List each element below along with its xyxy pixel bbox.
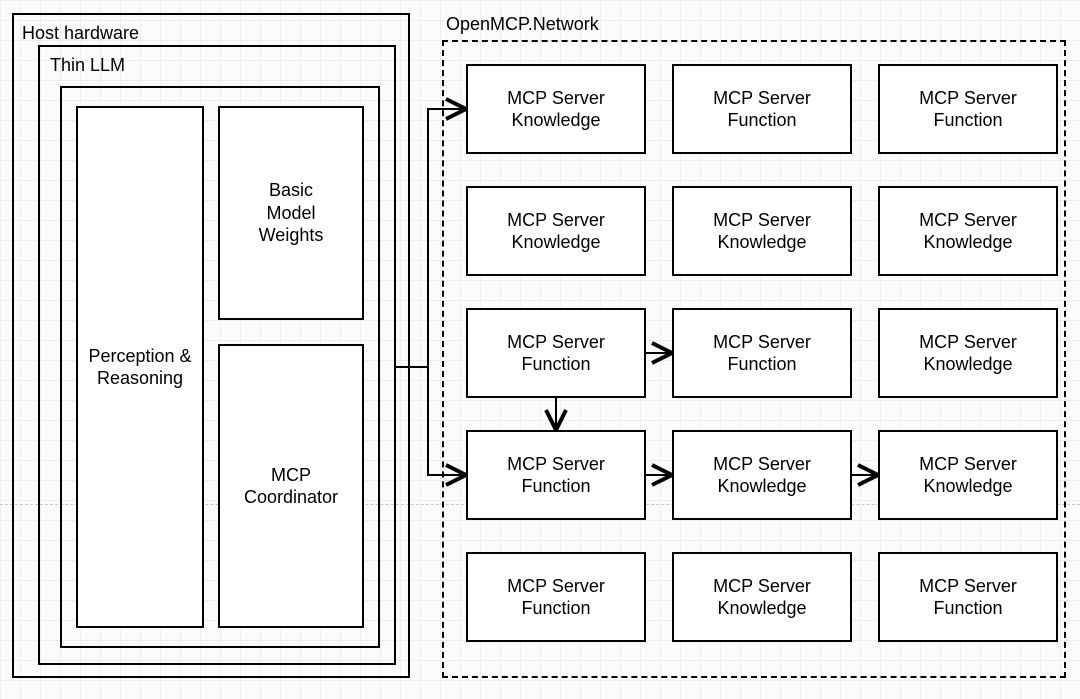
mcp-server-cell: MCP Server Function — [466, 308, 646, 398]
thin-llm-label: Thin LLM — [50, 55, 125, 77]
perception-reasoning-label: Perception & Reasoning — [78, 108, 202, 626]
mcp-server-cell: MCP Server Function — [672, 64, 852, 154]
mcp-server-cell-label: MCP Server Knowledge — [674, 554, 850, 640]
mcp-server-cell-label: MCP Server Function — [880, 66, 1056, 152]
mcp-server-cell-label: MCP Server Function — [880, 554, 1056, 640]
basic-model-weights-label: Basic Model Weights — [220, 108, 362, 318]
mcp-server-cell: MCP Server Function — [672, 308, 852, 398]
mcp-server-cell-label: MCP Server Knowledge — [468, 188, 644, 274]
mcp-coordinator-label: MCP Coordinator — [220, 346, 362, 626]
basic-model-weights-box: Basic Model Weights — [218, 106, 364, 320]
mcp-server-cell-label: MCP Server Knowledge — [674, 188, 850, 274]
mcp-server-cell-label: MCP Server Knowledge — [880, 432, 1056, 518]
diagram-canvas: Host hardware Thin LLM Perception & Reas… — [0, 0, 1080, 699]
mcp-server-cell-label: MCP Server Function — [674, 310, 850, 396]
host-hardware-label: Host hardware — [22, 23, 139, 45]
mcp-server-cell: MCP Server Function — [466, 552, 646, 642]
mcp-server-cell: MCP Server Knowledge — [672, 186, 852, 276]
mcp-server-cell-label: MCP Server Function — [674, 66, 850, 152]
mcp-server-cell: MCP Server Knowledge — [878, 430, 1058, 520]
openmcp-network-label: OpenMCP.Network — [446, 14, 599, 36]
mcp-server-cell-label: MCP Server Knowledge — [880, 188, 1056, 274]
mcp-server-cell: MCP Server Knowledge — [672, 552, 852, 642]
mcp-server-cell-label: MCP Server Function — [468, 432, 644, 518]
mcp-coordinator-box: MCP Coordinator — [218, 344, 364, 628]
mcp-server-cell: MCP Server Knowledge — [878, 308, 1058, 398]
mcp-server-cell: MCP Server Knowledge — [672, 430, 852, 520]
mcp-server-cell: MCP Server Knowledge — [878, 186, 1058, 276]
mcp-server-cell-label: MCP Server Function — [468, 554, 644, 640]
mcp-server-cell-label: MCP Server Knowledge — [674, 432, 850, 518]
mcp-server-cell: MCP Server Function — [878, 552, 1058, 642]
mcp-server-cell: MCP Server Function — [878, 64, 1058, 154]
mcp-server-cell: MCP Server Function — [466, 430, 646, 520]
mcp-server-cell-label: MCP Server Knowledge — [468, 66, 644, 152]
perception-reasoning-box: Perception & Reasoning — [76, 106, 204, 628]
mcp-server-cell-label: MCP Server Knowledge — [880, 310, 1056, 396]
mcp-server-cell: MCP Server Knowledge — [466, 64, 646, 154]
mcp-server-cell: MCP Server Knowledge — [466, 186, 646, 276]
mcp-server-cell-label: MCP Server Function — [468, 310, 644, 396]
